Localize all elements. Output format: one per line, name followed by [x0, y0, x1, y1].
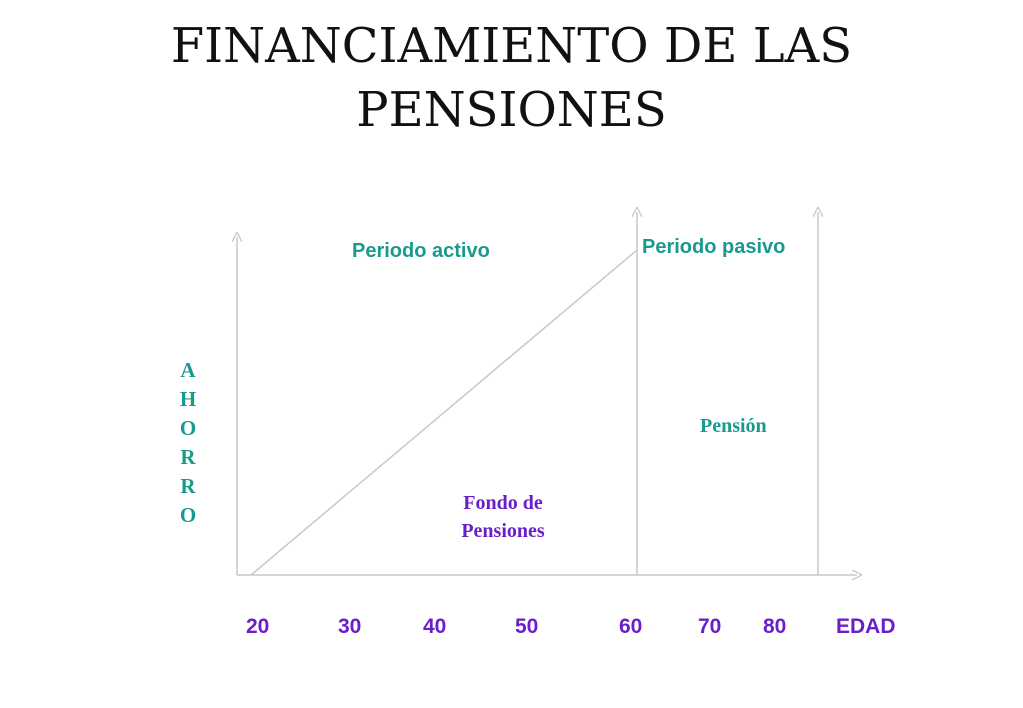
y-axis-letter: A — [180, 358, 196, 382]
fund-accumulation-line — [250, 249, 638, 576]
x-tick-label: 40 — [423, 615, 447, 638]
fund-label-line-2: Pensiones — [461, 520, 545, 542]
page-title: FINANCIAMIENTO DE LAS PENSIONES — [0, 14, 1023, 142]
x-tick-label: 20 — [246, 615, 270, 638]
y-axis-letter: R — [180, 445, 196, 469]
title-line-2: PENSIONES — [356, 82, 667, 138]
y-axis-label: A H O R R O — [176, 356, 200, 530]
x-axis-unit-label: EDAD — [836, 615, 896, 638]
pension-label: Pensión — [700, 415, 767, 437]
y-axis-letter: H — [179, 387, 197, 411]
passive-period-label: Periodo pasivo — [642, 236, 786, 258]
active-period-label: Periodo activo — [352, 240, 490, 262]
x-tick-label: 70 — [698, 615, 722, 638]
x-tick-label: 50 — [515, 615, 539, 638]
y-axis-letter: O — [179, 503, 197, 527]
x-tick-label: 60 — [619, 615, 643, 638]
x-tick-label: 80 — [763, 615, 787, 638]
y-axis-letter: O — [179, 416, 197, 440]
fund-label-line-1: Fondo de — [463, 492, 543, 514]
y-axis-letter: R — [180, 474, 196, 498]
fund-label: Fondo de Pensiones — [440, 489, 566, 545]
title-line-1: FINANCIAMIENTO DE LAS — [170, 18, 853, 74]
x-tick-label: 30 — [338, 615, 362, 638]
